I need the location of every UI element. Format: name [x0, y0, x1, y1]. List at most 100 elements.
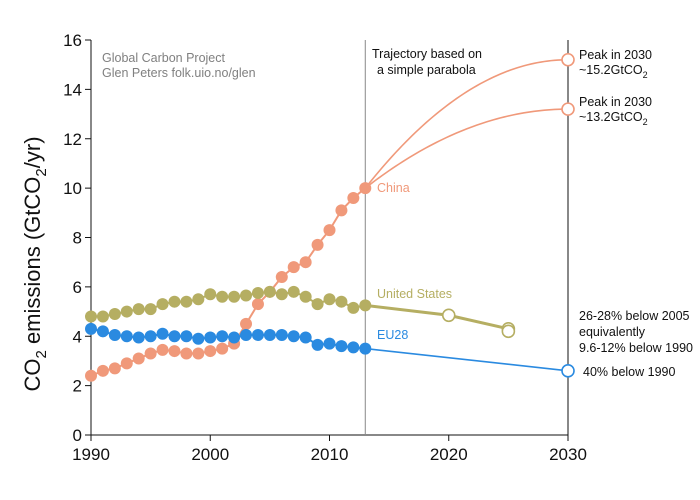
data-point [180, 347, 193, 360]
data-point [204, 331, 217, 344]
us-annotation-3: 9.6-12% below 1990 [579, 341, 693, 355]
data-point [323, 224, 336, 237]
series-label-china: China [377, 181, 410, 195]
data-point [240, 329, 253, 342]
data-point [168, 345, 181, 358]
series-label-eu: EU28 [377, 328, 408, 342]
data-point [275, 288, 288, 301]
data-point [263, 329, 276, 342]
trajectory-note-1: Trajectory based on [372, 47, 482, 61]
y-axis-title: CO2 emissions (GtCO2/yr) [20, 136, 50, 391]
data-point [96, 325, 109, 338]
data-point [263, 285, 276, 298]
data-point [108, 362, 121, 375]
data-point [359, 299, 372, 312]
projection-curve [364, 108, 569, 189]
series-label-us: United States [377, 287, 452, 301]
data-point [132, 331, 145, 344]
marker-layer [85, 52, 575, 382]
data-point [120, 330, 133, 343]
data-point [180, 295, 193, 308]
data-point [180, 330, 193, 343]
data-point [156, 343, 169, 356]
data-point [85, 322, 97, 335]
data-point [359, 342, 372, 355]
china-high-annotation-1: Peak in 2030 [579, 48, 652, 62]
data-point [287, 330, 300, 343]
data-point [192, 332, 205, 345]
data-point [85, 310, 97, 323]
data-point [192, 293, 205, 306]
projection-curve [364, 58, 569, 189]
x-tick-label: 2000 [191, 445, 229, 464]
data-point [323, 293, 336, 306]
data-point [96, 364, 109, 377]
data-point [251, 287, 264, 300]
data-point [251, 298, 264, 311]
y-tick-label: 12 [63, 130, 82, 149]
data-point [299, 256, 312, 269]
data-point [132, 352, 145, 365]
data-point [144, 347, 157, 360]
data-point [85, 369, 97, 382]
us-annotation-1: 26-28% below 2005 [579, 309, 690, 323]
projection-line [365, 303, 509, 331]
y-tick-label: 0 [73, 426, 82, 445]
credit-line-1: Global Carbon Project [102, 51, 226, 65]
data-point [108, 308, 121, 321]
data-point [216, 290, 229, 303]
projection-peak-marker [561, 52, 575, 67]
data-point [120, 357, 133, 370]
data-point [144, 303, 157, 316]
y-tick-label: 8 [73, 229, 82, 248]
data-point [156, 298, 169, 311]
data-point [216, 330, 229, 343]
x-tick-label: 2030 [549, 445, 587, 464]
data-point [132, 303, 145, 316]
y-tick-label: 16 [63, 31, 82, 50]
data-point [335, 295, 348, 308]
data-point [228, 331, 241, 344]
y-tick-label: 14 [63, 80, 82, 99]
data-point [204, 288, 217, 301]
data-point [299, 331, 312, 344]
data-point [144, 330, 157, 343]
data-point [228, 290, 241, 303]
data-point [275, 329, 288, 342]
y-tick-label: 2 [73, 377, 82, 396]
data-point [275, 271, 288, 283]
data-point [323, 337, 336, 350]
china-low-annotation-2: ~13.2GtCO2 [579, 110, 648, 127]
projection-target-marker [561, 364, 575, 378]
data-point [204, 345, 217, 358]
projection-target-marker [441, 308, 456, 323]
y-tick-label: 6 [73, 278, 82, 297]
data-point [347, 301, 360, 314]
eu-annotation: 40% below 1990 [583, 365, 675, 379]
data-point [311, 338, 324, 351]
us-annotation-2: equivalently [579, 325, 646, 339]
data-point [347, 341, 360, 354]
series-line [90, 187, 366, 377]
data-point [240, 317, 253, 330]
data-point [216, 342, 229, 355]
data-point [311, 298, 324, 311]
china-high-annotation-2: ~15.2GtCO2 [579, 63, 648, 80]
credit-line-2: Glen Peters folk.uio.no/glen [102, 66, 256, 80]
data-point [240, 289, 253, 302]
projection-peak-marker [561, 102, 575, 116]
data-point [311, 238, 324, 251]
data-point [192, 347, 205, 360]
data-point [168, 330, 181, 343]
projection-target-marker [501, 324, 516, 339]
data-point [168, 295, 181, 308]
data-point [96, 310, 109, 323]
y-tick-label: 10 [63, 179, 82, 198]
data-point [287, 285, 300, 298]
axis-layer: 0 2 4 6 8 10 12 14 16 1990 2000 2010 2020 2030 [63, 31, 587, 464]
data-point [108, 329, 121, 342]
data-point [335, 340, 348, 353]
china-low-annotation-1: Peak in 2030 [579, 95, 652, 109]
trajectory-note-2: a simple parabola [377, 63, 476, 77]
